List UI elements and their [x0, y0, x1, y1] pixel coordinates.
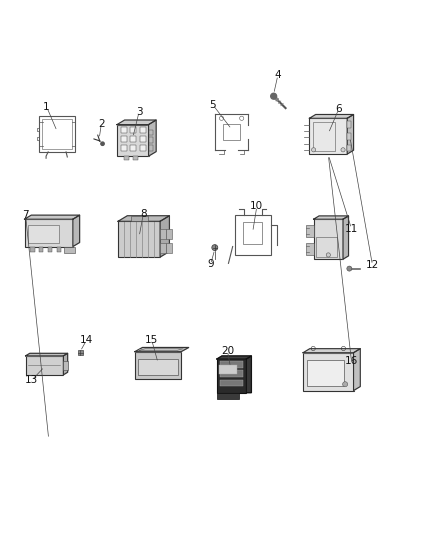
Bar [118, 221, 160, 257]
Polygon shape [118, 216, 170, 221]
Text: 5: 5 [209, 100, 216, 110]
Polygon shape [25, 353, 67, 356]
Bar [347, 133, 351, 140]
Polygon shape [64, 353, 67, 375]
Bar [314, 219, 343, 259]
Text: 2: 2 [98, 119, 105, 130]
Bar [121, 145, 127, 151]
Bar [307, 360, 344, 386]
Text: 8: 8 [140, 209, 147, 219]
Bar [347, 121, 351, 127]
Bar [131, 216, 148, 221]
Bar [25, 356, 64, 375]
Bar [148, 146, 153, 151]
Bar [121, 136, 127, 142]
Bar [148, 130, 153, 135]
Bar [148, 138, 153, 143]
Polygon shape [160, 216, 170, 257]
Bar [166, 229, 172, 239]
Polygon shape [139, 349, 183, 350]
Text: 14: 14 [80, 335, 93, 345]
Text: 20: 20 [221, 345, 234, 356]
Bar [121, 127, 127, 133]
Bar [48, 247, 52, 252]
Bar [133, 156, 138, 160]
Text: 4: 4 [275, 70, 281, 80]
Bar [117, 125, 148, 156]
Bar [39, 247, 43, 252]
Text: 9: 9 [207, 260, 214, 269]
Circle shape [341, 148, 345, 152]
Bar [42, 119, 72, 149]
Bar [347, 144, 351, 151]
Bar [140, 127, 145, 133]
Text: 7: 7 [22, 210, 29, 220]
Text: 3: 3 [136, 107, 142, 117]
Polygon shape [309, 115, 353, 118]
Polygon shape [347, 115, 353, 154]
Bar [220, 379, 243, 386]
Circle shape [101, 142, 104, 146]
Bar [235, 215, 271, 255]
Polygon shape [217, 356, 251, 359]
Bar [140, 136, 145, 142]
Polygon shape [303, 349, 360, 353]
Bar [131, 127, 136, 133]
Polygon shape [148, 120, 156, 156]
Bar [306, 243, 314, 255]
Polygon shape [353, 349, 360, 391]
Bar [64, 361, 68, 370]
Bar [124, 156, 130, 160]
Polygon shape [117, 120, 156, 125]
Bar [217, 359, 246, 393]
Bar [28, 225, 59, 243]
Polygon shape [73, 215, 80, 247]
Circle shape [311, 148, 316, 152]
Bar [219, 365, 237, 374]
Text: 13: 13 [25, 375, 39, 385]
Bar [25, 219, 73, 247]
Bar [309, 118, 347, 154]
Bar [303, 353, 353, 391]
Bar [316, 237, 337, 256]
Text: 1: 1 [43, 102, 50, 112]
Text: 16: 16 [345, 356, 358, 366]
Text: 6: 6 [336, 104, 342, 114]
Bar [220, 370, 243, 377]
Bar [131, 145, 136, 151]
Bar [138, 359, 178, 375]
Bar [313, 122, 336, 151]
Circle shape [326, 253, 330, 257]
Bar [166, 243, 172, 253]
Bar [57, 247, 61, 252]
Circle shape [343, 382, 348, 387]
Polygon shape [25, 215, 80, 219]
Bar [140, 145, 145, 151]
Bar [160, 229, 166, 239]
Circle shape [347, 266, 352, 271]
Bar [31, 247, 35, 252]
Text: 10: 10 [250, 201, 263, 212]
Bar [78, 350, 82, 355]
Polygon shape [343, 216, 349, 259]
Bar [220, 361, 243, 368]
Text: 12: 12 [366, 260, 379, 270]
Bar [39, 116, 75, 152]
Bar [131, 136, 136, 142]
Polygon shape [314, 216, 349, 219]
Bar [243, 222, 262, 244]
Circle shape [212, 245, 218, 251]
Text: 11: 11 [345, 224, 358, 233]
Polygon shape [135, 348, 189, 352]
Bar [64, 247, 75, 253]
Polygon shape [246, 356, 251, 393]
Bar [217, 393, 239, 399]
Bar [135, 352, 181, 379]
Bar [223, 124, 240, 140]
Text: 15: 15 [145, 335, 159, 345]
Bar [306, 225, 314, 237]
Bar [160, 243, 166, 253]
Circle shape [271, 93, 277, 99]
